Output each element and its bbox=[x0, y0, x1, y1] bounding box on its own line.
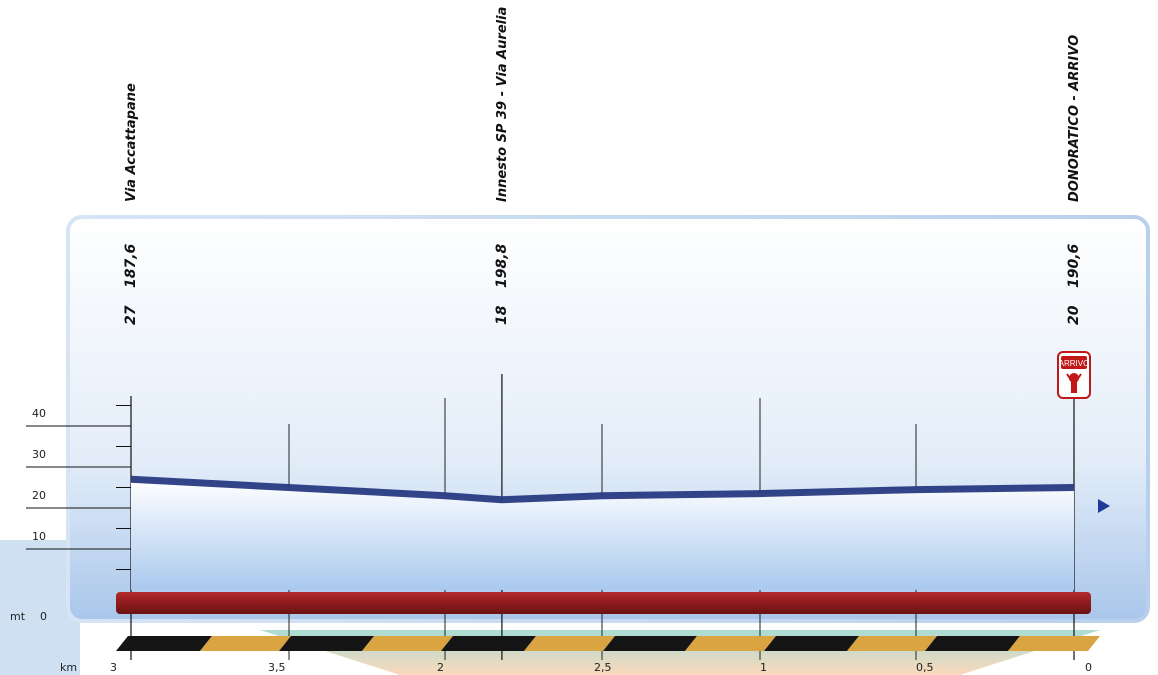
profile-line bbox=[130, 475, 1075, 504]
x-tick-label: 1 bbox=[760, 661, 767, 674]
km-scale-segment bbox=[116, 636, 212, 651]
y-tick-label: 0 bbox=[40, 610, 47, 623]
x-tick-label: 0,5 bbox=[916, 661, 934, 674]
base-band bbox=[116, 592, 1091, 614]
x-tick-label: 2 bbox=[437, 661, 444, 674]
waypoint-name: Via Accattapane bbox=[124, 83, 139, 202]
waypoint-altitude: 27 bbox=[123, 305, 139, 325]
y-tick-label: 30 bbox=[32, 448, 46, 461]
km-scale-segment bbox=[362, 636, 453, 651]
waypoint-distance: 187,6 bbox=[123, 243, 139, 288]
waypoint-distance: 190,6 bbox=[1066, 243, 1082, 288]
x-tick-label: 0 bbox=[1085, 661, 1092, 674]
km-scale-segment bbox=[441, 636, 536, 651]
y-tick-label: 40 bbox=[32, 407, 46, 420]
y-tick-label: 20 bbox=[32, 489, 46, 502]
profile-area bbox=[131, 479, 1074, 590]
x-tick-label: 3,5 bbox=[268, 661, 286, 674]
finish-badge-label: ARRIVO bbox=[1059, 359, 1090, 368]
x-tick-label: 2,5 bbox=[594, 661, 612, 674]
x-axis: 3 3,5 2 2,5 1 0,5 0 bbox=[110, 661, 1092, 674]
finish-badge: ARRIVO bbox=[1057, 351, 1091, 399]
finish-figure-body bbox=[1071, 381, 1077, 393]
km-scale-segment bbox=[847, 636, 937, 651]
km-scale-segment bbox=[685, 636, 776, 651]
km-scale-bar bbox=[116, 636, 1100, 651]
km-scale-segment bbox=[200, 636, 291, 651]
km-scale-segment bbox=[925, 636, 1020, 651]
km-scale-segment bbox=[603, 636, 697, 651]
waypoint-name: DONORATICO - ARRIVO bbox=[1067, 35, 1082, 202]
km-scale-segment bbox=[764, 636, 859, 651]
waypoint-altitude: 20 bbox=[1066, 305, 1082, 325]
x-axis-unit: km bbox=[60, 661, 77, 674]
end-marker-icon bbox=[1098, 499, 1110, 513]
y-tick-label: 10 bbox=[32, 530, 46, 543]
waypoint-altitude: 18 bbox=[494, 305, 510, 325]
finish-figure-icon bbox=[1069, 373, 1079, 383]
waypoint-name: Innesto SP 39 - Via Aurelia bbox=[495, 7, 510, 202]
waypoint-labels: Via Accattapane 187,6 27 Innesto SP 39 - Vi… bbox=[123, 7, 1082, 325]
x-tick-label: 3 bbox=[110, 661, 117, 674]
y-axis: 0 10 20 30 40 bbox=[26, 396, 132, 623]
km-scale-segment bbox=[1008, 636, 1100, 651]
waypoint-distance: 198,8 bbox=[494, 243, 510, 288]
km-scale-segment bbox=[279, 636, 374, 651]
km-scale-segment bbox=[524, 636, 615, 651]
y-axis-unit: mt bbox=[10, 610, 26, 623]
